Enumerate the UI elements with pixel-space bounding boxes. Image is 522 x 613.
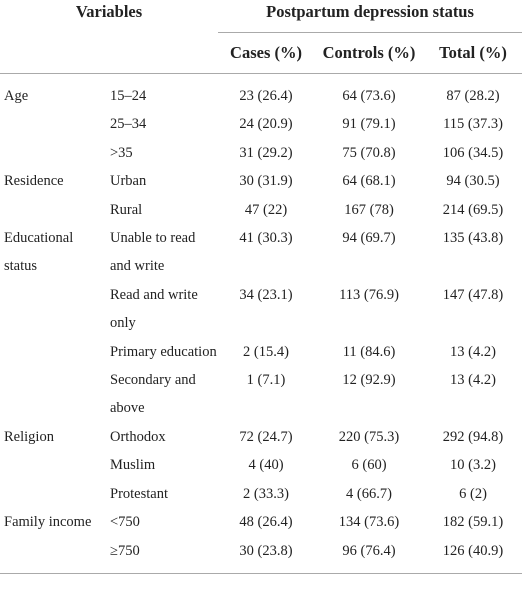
row-label: Unable to read and write [110, 230, 196, 275]
table-cell: 94 (69.7) [342, 230, 396, 247]
row-label: 15–24 [110, 88, 147, 104]
table-cell: 6 (2) [459, 485, 487, 502]
table-cell: 134 (73.6) [338, 514, 400, 531]
column-header: Total (%) [424, 32, 522, 74]
table-cell: 47 (22) [244, 201, 288, 218]
table-cell: 4 (40) [248, 457, 284, 474]
table-cell: 87 (28.2) [446, 88, 500, 104]
table-cell: 135 (43.8) [442, 230, 504, 247]
table-row: Educational status Unable to read and wri… [0, 224, 522, 281]
table-cell: 12 (92.9) [342, 372, 396, 389]
table-cell: 91 (79.1) [342, 116, 396, 133]
table-cell: 64 (73.6) [342, 88, 396, 104]
table-cell: 292 (94.8) [442, 428, 504, 445]
row-label: Orthodox [110, 428, 166, 445]
table-cell: 75 (70.8) [342, 144, 396, 161]
row-label: Primary education [110, 343, 217, 360]
table-cell: 30 (31.9) [239, 173, 293, 190]
row-label: 25–34 [110, 116, 147, 133]
table-cell: 48 (26.4) [239, 514, 293, 531]
table-cell: 23 (26.4) [239, 88, 293, 104]
table-cell: 126 (40.9) [424, 536, 522, 574]
table-cell: 34 (23.1) [239, 286, 293, 303]
table-cell: 2 (15.4) [243, 343, 289, 360]
table-row: Secondary and above 1 (7.1) 12 (92.9) 13 (4… [0, 366, 522, 423]
row-label: Read and write only [110, 286, 198, 332]
table-cell: 147 (47.8) [442, 286, 504, 303]
table-cell: 31 (29.2) [239, 144, 293, 161]
table-row: Family income <750 48 (26.4) 134 (73.6) 182 … [0, 508, 522, 536]
table-cell: 13 (4.2) [450, 372, 496, 389]
table-cell: 41 (30.3) [239, 230, 293, 247]
table-row: Protestant 2 (33.3) 4 (66.7) 6 (2) [0, 480, 522, 508]
column-header: Controls (%) [314, 32, 425, 74]
table-cell: 30 (23.8) [218, 536, 315, 574]
row-label: Urban [110, 173, 147, 190]
header-variables: Variables [75, 2, 143, 21]
row-label: Secondary and above [110, 372, 196, 417]
table-row: Religion Orthodox 72 (24.7) 220 (75.3) 292 (… [0, 423, 522, 451]
table-cell: 113 (76.9) [339, 286, 399, 303]
table-row: Muslim 4 (40) 6 (60) 10 (3.2) [0, 451, 522, 479]
table-row: >35 31 (29.2) 75 (70.8) 106 (34.5) [0, 139, 522, 167]
table-cell: 6 (60) [351, 457, 387, 474]
row-group: Religion [4, 428, 54, 445]
table-cell: 10 (3.2) [450, 457, 496, 474]
table-cell: 106 (34.5) [442, 144, 504, 161]
table-cell: 24 (20.9) [239, 116, 293, 133]
row-group: Residence [4, 173, 64, 190]
table-row: Age 15–24 23 (26.4) 64 (73.6) 87 (28.2) [0, 74, 522, 111]
table-row: 25–34 24 (20.9) 91 (79.1) 115 (37.3) [0, 110, 522, 138]
row-label: Rural [110, 201, 143, 218]
table-cell: 13 (4.2) [450, 343, 496, 360]
table-cell: 94 (30.5) [446, 173, 500, 190]
table-cell: 2 (33.3) [243, 485, 289, 502]
table-row: Read and write only 34 (23.1) 113 (76.9) 14… [0, 281, 522, 338]
table-cell: 182 (59.1) [442, 514, 504, 531]
table-cell: 72 (24.7) [239, 428, 293, 445]
row-label: >35 [110, 144, 133, 161]
table-row: Residence Urban 30 (31.9) 64 (68.1) 94 (30.5… [0, 167, 522, 195]
table-cell: 4 (66.7) [346, 485, 392, 502]
table-row: Primary education 2 (15.4) 11 (84.6) 13 (4.… [0, 338, 522, 366]
table-cell: 96 (76.4) [314, 536, 425, 574]
row-group: Age [4, 88, 29, 104]
table-row: Rural 47 (22) 167 (78) 214 (69.5) [0, 196, 522, 224]
table-row: ≥750 30 (23.8) 96 (76.4) 126 (40.9) [0, 536, 522, 574]
row-label: ≥750 [106, 536, 219, 574]
column-header: Cases (%) [218, 32, 315, 74]
header-group: Postpartum depression status [218, 0, 522, 33]
data-table: Variables Postpartum depression status C… [0, 0, 522, 574]
table-cell: 214 (69.5) [442, 201, 504, 218]
table-cell: 64 (68.1) [342, 173, 396, 190]
row-group: Family income [4, 514, 92, 531]
table-cell: 220 (75.3) [338, 428, 400, 445]
row-group: Educational status [4, 230, 74, 275]
row-label: <750 [110, 514, 140, 531]
table-cell: 11 (84.6) [342, 343, 396, 360]
row-label: Muslim [110, 457, 156, 474]
row-label: Protestant [110, 485, 168, 502]
table-cell: 1 (7.1) [246, 372, 286, 389]
table-cell: 167 (78) [344, 201, 394, 218]
table-cell: 115 (37.3) [443, 116, 503, 133]
